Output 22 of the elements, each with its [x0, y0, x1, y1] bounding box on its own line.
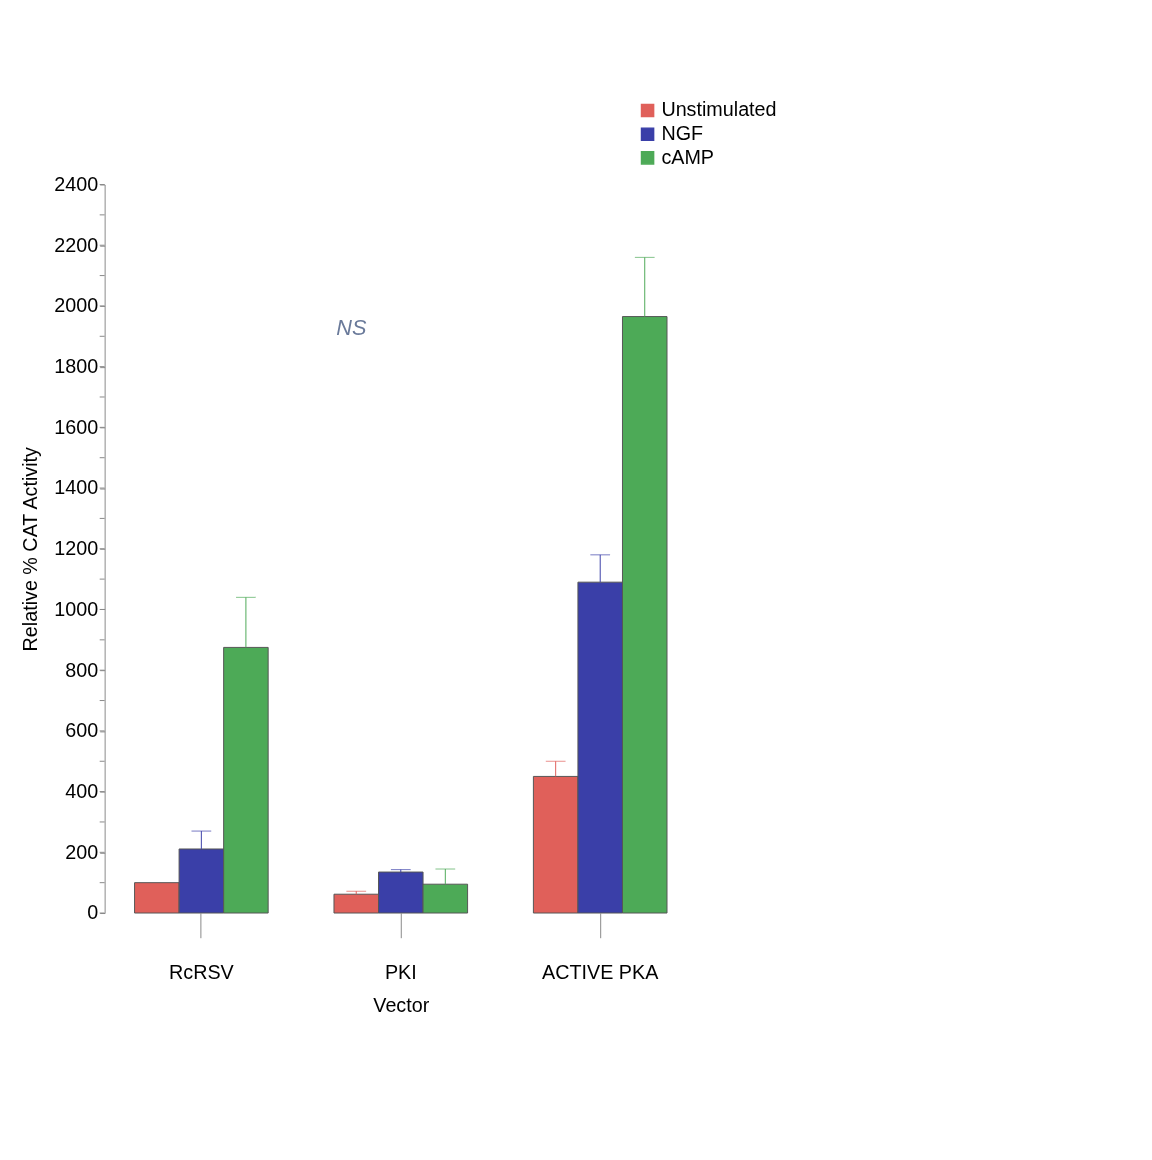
y-tick-label: 1000	[54, 597, 99, 620]
y-tick-label: 400	[65, 780, 99, 803]
y-tick-label: 1200	[54, 537, 99, 560]
legend-label: NGF	[661, 122, 704, 145]
y-tick-label: 200	[65, 840, 99, 863]
y-tick-label: 2200	[54, 233, 99, 256]
legend-label: cAMP	[661, 145, 715, 168]
y-tick-label: 1600	[54, 415, 99, 438]
x-tick-label: RcRSV	[169, 960, 235, 983]
y-tick-label: 1400	[54, 476, 99, 499]
y-tick-label: 1800	[54, 355, 99, 378]
x-tick-label: ACTIVE PKA	[542, 960, 660, 983]
x-axis-title: Vector	[373, 994, 430, 1017]
annotation: NS	[336, 314, 368, 340]
y-tick-label: 0	[87, 901, 99, 924]
y-tick-label: 600	[65, 719, 99, 742]
y-tick-label: 2400	[54, 172, 99, 195]
y-tick-label: 800	[65, 658, 99, 681]
y-tick-label: 2000	[54, 294, 99, 317]
legend-label: Unstimulated	[661, 98, 777, 121]
x-tick-label: PKI	[384, 960, 417, 983]
y-axis-title: Relative % CAT Activity	[18, 446, 41, 652]
